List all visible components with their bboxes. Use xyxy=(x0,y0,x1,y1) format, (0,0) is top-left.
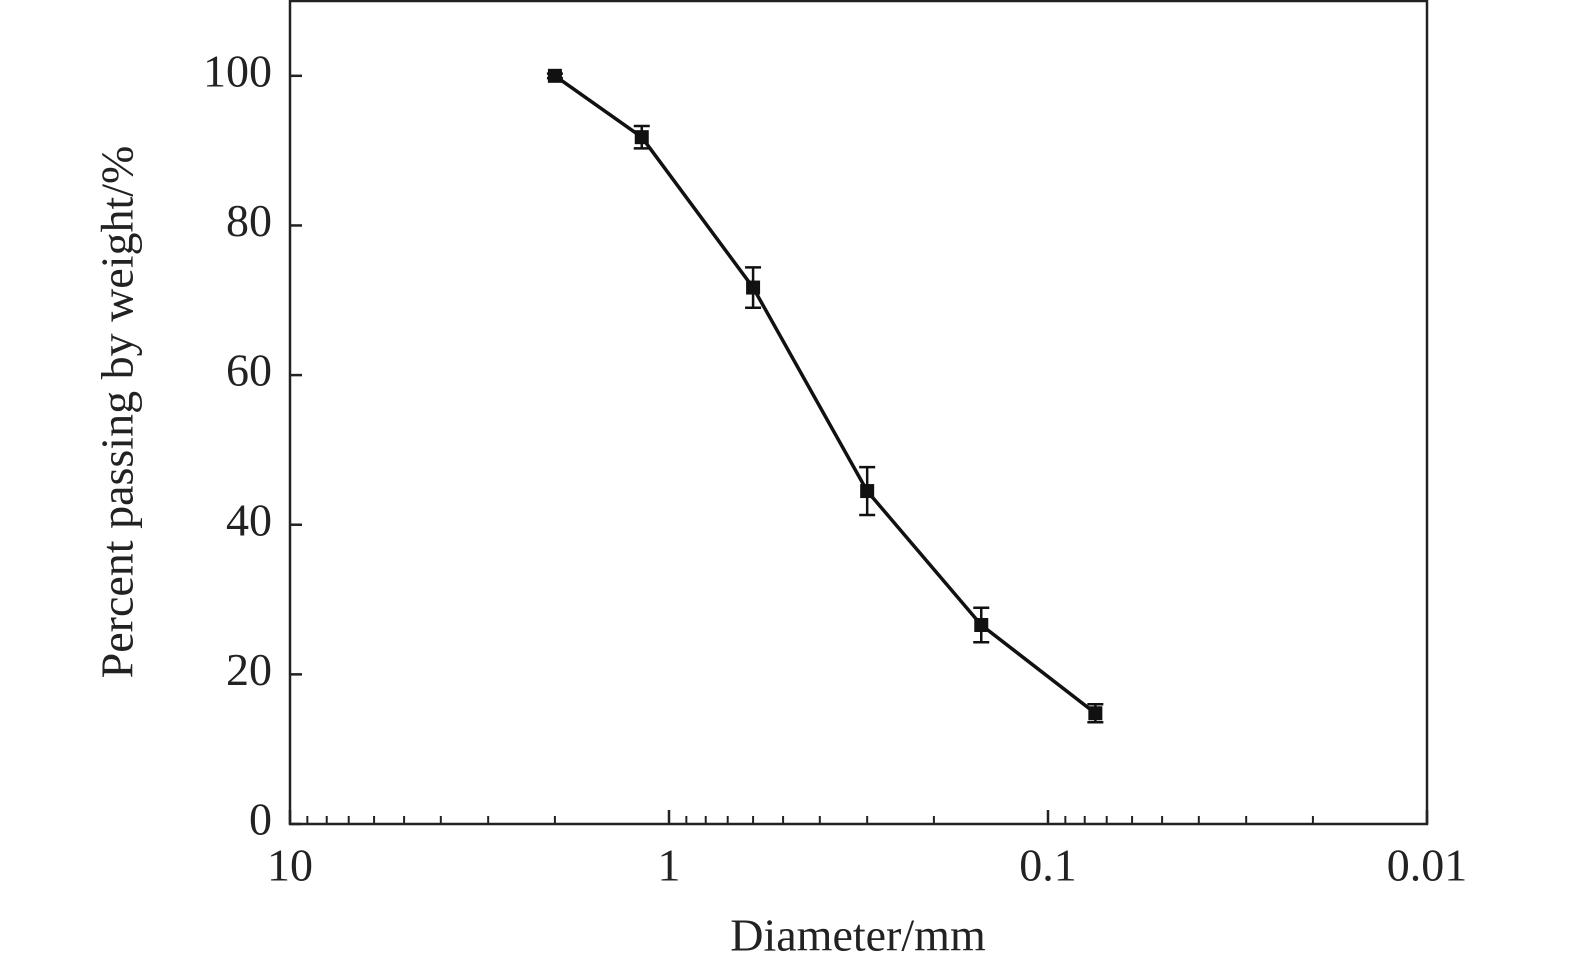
y-tick-label: 100 xyxy=(203,45,272,96)
y-tick-label: 80 xyxy=(226,195,272,246)
data-point xyxy=(634,130,649,145)
data-point xyxy=(974,617,989,632)
plot-frame xyxy=(288,0,1429,826)
x-tick-label: 10 xyxy=(267,840,313,891)
y-tick-label: 0 xyxy=(249,794,272,845)
y-tick-label: 60 xyxy=(226,345,272,396)
data-point xyxy=(746,280,761,295)
x-tick-label: 0.01 xyxy=(1387,840,1468,891)
data-point xyxy=(1088,706,1103,721)
y-tick-label: 40 xyxy=(226,494,272,545)
x-tick-label: 1 xyxy=(658,840,681,891)
x-axis-label: Diameter/mm xyxy=(730,910,986,961)
y-tick-label: 20 xyxy=(226,644,272,695)
y-axis-label: Percent passing by weight/% xyxy=(92,146,143,679)
data-line xyxy=(553,74,1097,715)
x-tick-label: 0.1 xyxy=(1019,840,1077,891)
data-point xyxy=(860,484,875,499)
data-point xyxy=(547,68,562,83)
